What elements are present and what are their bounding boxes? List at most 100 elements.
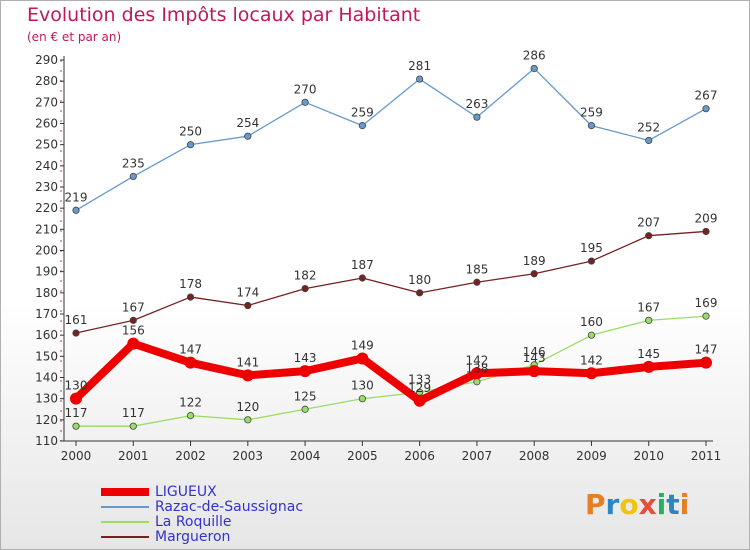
- data-label: 147: [695, 343, 718, 357]
- logo-letter: i: [656, 488, 667, 521]
- data-label: 142: [465, 353, 488, 367]
- data-label: 125: [294, 389, 317, 403]
- data-label: 209: [695, 211, 718, 225]
- x-tick-label: 2002: [175, 449, 206, 463]
- data-point: [645, 136, 653, 145]
- data-point: [530, 270, 538, 278]
- data-label: 143: [294, 351, 317, 365]
- data-point: [186, 141, 195, 149]
- x-tick-label: 2000: [61, 449, 92, 463]
- data-label: 207: [637, 216, 660, 230]
- data-label: 174: [236, 286, 259, 300]
- data-label: 263: [465, 97, 488, 111]
- data-label: 250: [179, 125, 202, 139]
- data-point: [127, 337, 140, 350]
- series-line-2: [75, 315, 707, 427]
- data-point: [356, 352, 369, 365]
- series-line-1: [75, 67, 707, 211]
- y-tick-label: 110: [35, 434, 58, 448]
- x-tick-label: 2005: [347, 449, 378, 463]
- data-point: [587, 331, 596, 339]
- data-point: [473, 278, 481, 286]
- y-tick-label: 210: [35, 222, 58, 236]
- series-lines: [72, 67, 710, 427]
- data-point: [129, 422, 137, 430]
- x-tick-label: 2004: [290, 449, 321, 463]
- legend-label: LIGUEUX: [155, 484, 217, 500]
- data-label: 182: [294, 269, 317, 283]
- y-tick-label: 150: [35, 349, 58, 363]
- data-point: [702, 312, 710, 320]
- data-label: 146: [523, 345, 546, 359]
- data-point: [241, 369, 254, 382]
- x-tick-label: 2008: [519, 449, 550, 463]
- data-label: 129: [408, 381, 431, 395]
- data-label: 141: [236, 355, 259, 369]
- data-point: [645, 232, 653, 240]
- data-label: 117: [65, 406, 88, 420]
- data-point: [587, 122, 596, 130]
- logo-letter: t: [666, 488, 680, 521]
- data-label: 195: [580, 241, 603, 255]
- data-point: [470, 367, 483, 380]
- data-point: [585, 367, 598, 380]
- y-tick-label: 230: [35, 180, 58, 194]
- data-point: [70, 392, 82, 405]
- data-label: 286: [523, 48, 546, 62]
- data-label: 267: [695, 89, 718, 103]
- data-point: [129, 172, 137, 181]
- data-point: [301, 405, 309, 413]
- data-label: 187: [351, 258, 374, 272]
- y-tick-label: 280: [35, 74, 58, 88]
- data-label: 120: [236, 400, 259, 414]
- data-point: [642, 360, 655, 373]
- data-label: 180: [408, 273, 431, 287]
- data-point: [244, 416, 252, 424]
- data-label: 147: [179, 343, 202, 357]
- data-point: [358, 395, 366, 403]
- data-label: 178: [179, 277, 202, 291]
- y-tick-label: 290: [35, 53, 58, 67]
- data-point: [528, 365, 541, 378]
- y-tick-label: 120: [35, 413, 58, 427]
- data-label: 167: [122, 300, 145, 314]
- data-label: 145: [637, 347, 660, 361]
- series-line-3: [75, 230, 707, 334]
- data-point: [358, 122, 366, 130]
- legend-swatch: [101, 521, 149, 523]
- logo-letter: o: [619, 488, 639, 521]
- data-point: [301, 98, 309, 106]
- legend-swatch: [101, 488, 149, 496]
- data-label: 219: [65, 190, 88, 204]
- data-labels: 130 156 147 141 143 149 129 142 143 142 145 147 219 2…: [65, 48, 718, 420]
- series-points: [70, 64, 712, 430]
- data-label: 235: [122, 156, 145, 170]
- data-point: [413, 394, 426, 407]
- data-label: 133: [408, 372, 431, 386]
- legend-item: Margueron: [101, 529, 341, 545]
- y-tick-label: 140: [35, 371, 58, 385]
- y-tick-label: 130: [35, 392, 58, 406]
- data-label: 122: [179, 396, 202, 410]
- legend-label: La Roquille: [155, 514, 232, 530]
- data-point: [702, 105, 710, 113]
- legend: LIGUEUX Razac-de-Saussignac La Roquille Mar…: [101, 484, 341, 545]
- data-point: [129, 316, 137, 324]
- axes: 110 120 130 140 150 160 170 180 190 200 210 220 230 2…: [35, 53, 721, 463]
- data-point: [700, 356, 712, 369]
- data-label: 259: [580, 106, 603, 120]
- data-point: [473, 113, 481, 121]
- data-point: [358, 274, 366, 282]
- data-point: [702, 227, 710, 236]
- data-point: [301, 284, 309, 293]
- data-point: [186, 293, 195, 301]
- data-label: 117: [122, 406, 145, 420]
- data-point: [72, 206, 80, 214]
- legend-item: LIGUEUX: [101, 484, 341, 500]
- legend-label: Razac-de-Saussignac: [155, 499, 304, 515]
- data-point: [72, 329, 80, 337]
- x-tick-label: 2009: [576, 449, 607, 463]
- x-tick-label: 2006: [404, 449, 435, 463]
- legend-item: La Roquille: [101, 514, 341, 530]
- data-point: [416, 75, 424, 83]
